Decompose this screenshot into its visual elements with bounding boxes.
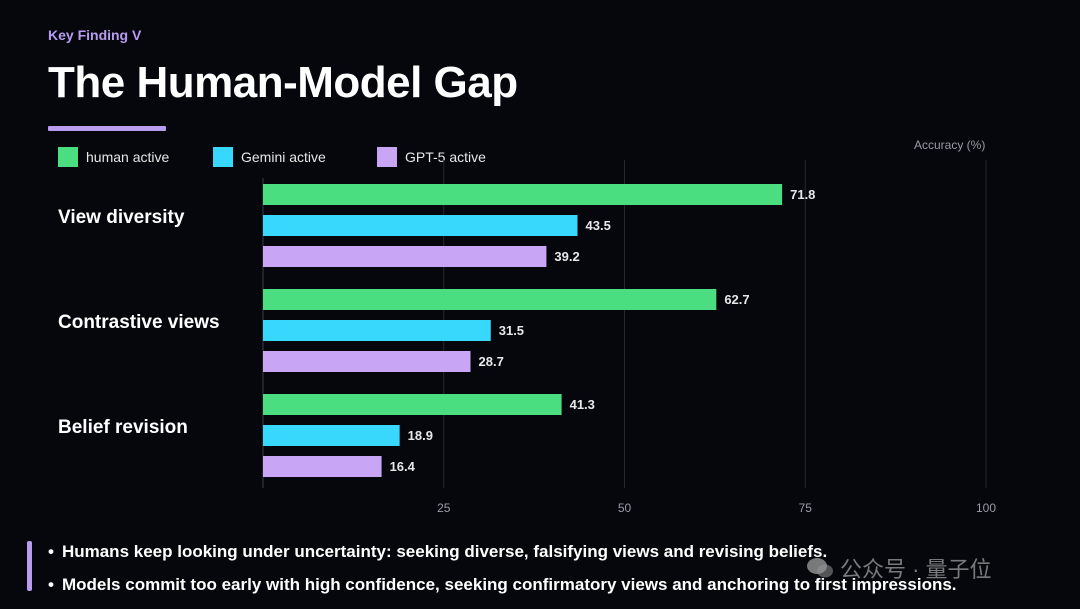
watermark-text: 公众号 · 量子位	[840, 557, 992, 582]
x-axis-title: Accuracy (%)	[914, 138, 986, 152]
legend-swatch-gpt5	[377, 147, 397, 167]
data-label-contrastive-views-gpt-5-active: 28.7	[479, 354, 504, 369]
legend-label-human: human active	[86, 149, 170, 165]
data-label-belief-revision-gpt-5-active: 16.4	[390, 459, 416, 474]
legend-item-gpt5: GPT-5 active	[377, 147, 486, 167]
data-label-view-diversity-gpt-5-active: 39.2	[554, 249, 579, 264]
category-label-belief-revision: Belief revision	[58, 417, 188, 438]
kicker-label: Key Finding V	[48, 27, 142, 43]
bullet-item-1: • Humans keep looking under uncertainty: …	[48, 542, 827, 562]
bullet-marker: •	[48, 575, 54, 594]
bar-belief-revision-gpt-5-active	[263, 456, 382, 477]
category-label-contrastive-views: Contrastive views	[58, 312, 220, 333]
category-label-view-diversity: View diversity	[58, 207, 185, 228]
legend-item-human: human active	[58, 147, 169, 167]
bullets-accent-bar	[27, 541, 32, 591]
legend-swatch-human	[58, 147, 78, 167]
legend-label-gpt5: GPT-5 active	[405, 149, 486, 165]
bar-contrastive-views-gemini-active	[263, 320, 491, 341]
bar-contrastive-views-gpt-5-active	[263, 351, 471, 372]
data-label-contrastive-views-human-active: 62.7	[724, 292, 749, 307]
wechat-icon	[807, 558, 833, 578]
data-label-belief-revision-gemini-active: 18.9	[408, 428, 433, 443]
page-title: The Human-Model Gap	[48, 58, 518, 107]
data-label-belief-revision-human-active: 41.3	[570, 397, 595, 412]
x-tick-label-50: 50	[618, 501, 632, 515]
x-tick-label-25: 25	[437, 501, 451, 515]
bar-view-diversity-gpt-5-active	[263, 246, 547, 267]
data-label-view-diversity-human-active: 71.8	[790, 187, 815, 202]
bullet-text-2: Models commit too early with high confid…	[61, 575, 957, 594]
legend-swatch-gemini	[213, 147, 233, 167]
bar-belief-revision-human-active	[263, 394, 562, 415]
bar-contrastive-views-human-active	[263, 289, 717, 310]
bar-view-diversity-human-active	[263, 184, 783, 205]
legend-item-gemini: Gemini active	[213, 147, 326, 167]
x-tick-label-75: 75	[799, 501, 813, 515]
bullet-item-2: • Models commit too early with high confi…	[48, 575, 957, 595]
bullet-text-1: Humans keep looking under uncertainty: s…	[61, 542, 828, 561]
title-underline	[48, 126, 166, 131]
x-tick-label-100: 100	[976, 501, 996, 515]
data-label-view-diversity-gemini-active: 43.5	[586, 218, 611, 233]
bar-belief-revision-gemini-active	[263, 425, 400, 446]
bullet-marker: •	[48, 542, 54, 561]
data-label-contrastive-views-gemini-active: 31.5	[499, 323, 524, 338]
watermark: 公众号 · 量子位	[806, 552, 992, 584]
bar-view-diversity-gemini-active	[263, 215, 578, 236]
legend-label-gemini: Gemini active	[241, 149, 326, 165]
